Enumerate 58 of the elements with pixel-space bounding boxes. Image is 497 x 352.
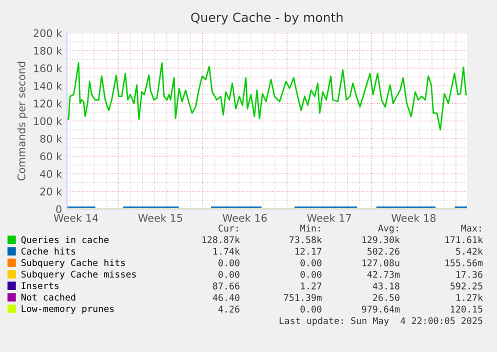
legend-label: Low-memory prunes xyxy=(22,305,114,314)
text: 87.66 xyxy=(212,282,240,290)
text: Avg: xyxy=(378,224,398,234)
text: 1.27 xyxy=(301,282,322,290)
text: 0.00 xyxy=(218,259,240,266)
text: 46.40 xyxy=(212,294,240,302)
x-tick-label: Week 16 xyxy=(222,214,267,222)
text: 0.00 xyxy=(300,259,322,266)
text: 12.17 xyxy=(296,248,322,255)
legend-label: Subquery Cache hits xyxy=(21,259,125,268)
text: 1.74k xyxy=(214,248,240,255)
text: 129.30k xyxy=(362,236,400,244)
text: 73.58k xyxy=(290,236,322,244)
x-tick-label: Week 17 xyxy=(307,214,351,222)
text: 592.25 xyxy=(450,282,482,290)
text: 0.00 xyxy=(218,270,240,278)
text: 0.00 xyxy=(300,270,322,278)
text: 17.36 xyxy=(456,270,482,278)
y-tick-label: 140 k xyxy=(34,82,62,90)
y-tick-label: 160 k xyxy=(34,64,62,72)
y-tick-label: 40 k xyxy=(40,170,62,178)
y-tick-label: 80 k xyxy=(40,134,62,143)
text: 502.26 xyxy=(368,248,400,255)
legend-label: Queries in cache xyxy=(21,236,109,244)
y-tick-label: 120 k xyxy=(34,99,62,108)
x-tick-label: Week 18 xyxy=(392,214,436,222)
text: 155.56m xyxy=(445,259,483,266)
text: 43.18 xyxy=(372,282,400,290)
text: 42.73m xyxy=(367,270,400,278)
x-tick-label: Week 15 xyxy=(138,214,182,222)
legend-label: Cache hits xyxy=(21,248,76,255)
legend-label: Subquery Cache misses xyxy=(21,270,136,280)
y-axis-title: Commands per second xyxy=(17,62,28,180)
text: 120.15 xyxy=(450,306,482,313)
text: 979.64m xyxy=(362,306,400,313)
text: 127.08u xyxy=(362,259,400,266)
text: 1.27k xyxy=(456,294,483,301)
text: 0.00 xyxy=(300,306,322,313)
text: 4.26 xyxy=(218,306,240,313)
y-tick-label: 60 k xyxy=(40,152,62,160)
chart-title: Query Cache - by month xyxy=(191,12,343,24)
y-tick-label: 200 k xyxy=(34,29,62,38)
text: 751.39m xyxy=(284,294,322,302)
text: Min: xyxy=(300,224,320,232)
x-tick-label: Week 14 xyxy=(54,214,98,222)
y-tick-label: 0 xyxy=(56,205,62,214)
y-tick-label: 100 k xyxy=(34,117,62,126)
text: 128.87k xyxy=(202,236,240,244)
text: Last update: Sun May 4 22:00:05 2025 xyxy=(280,317,482,326)
text: 5.42k xyxy=(456,248,483,255)
y-tick-label: 180 k xyxy=(34,46,62,55)
y-tick-label: 20 k xyxy=(40,187,62,196)
text: Max: xyxy=(461,224,481,232)
text: Cur: xyxy=(218,224,238,232)
text: 171.61k xyxy=(445,236,483,244)
legend-label: Not cached xyxy=(21,294,76,301)
text: 26.50 xyxy=(373,294,400,302)
legend-label: Inserts xyxy=(22,282,59,290)
